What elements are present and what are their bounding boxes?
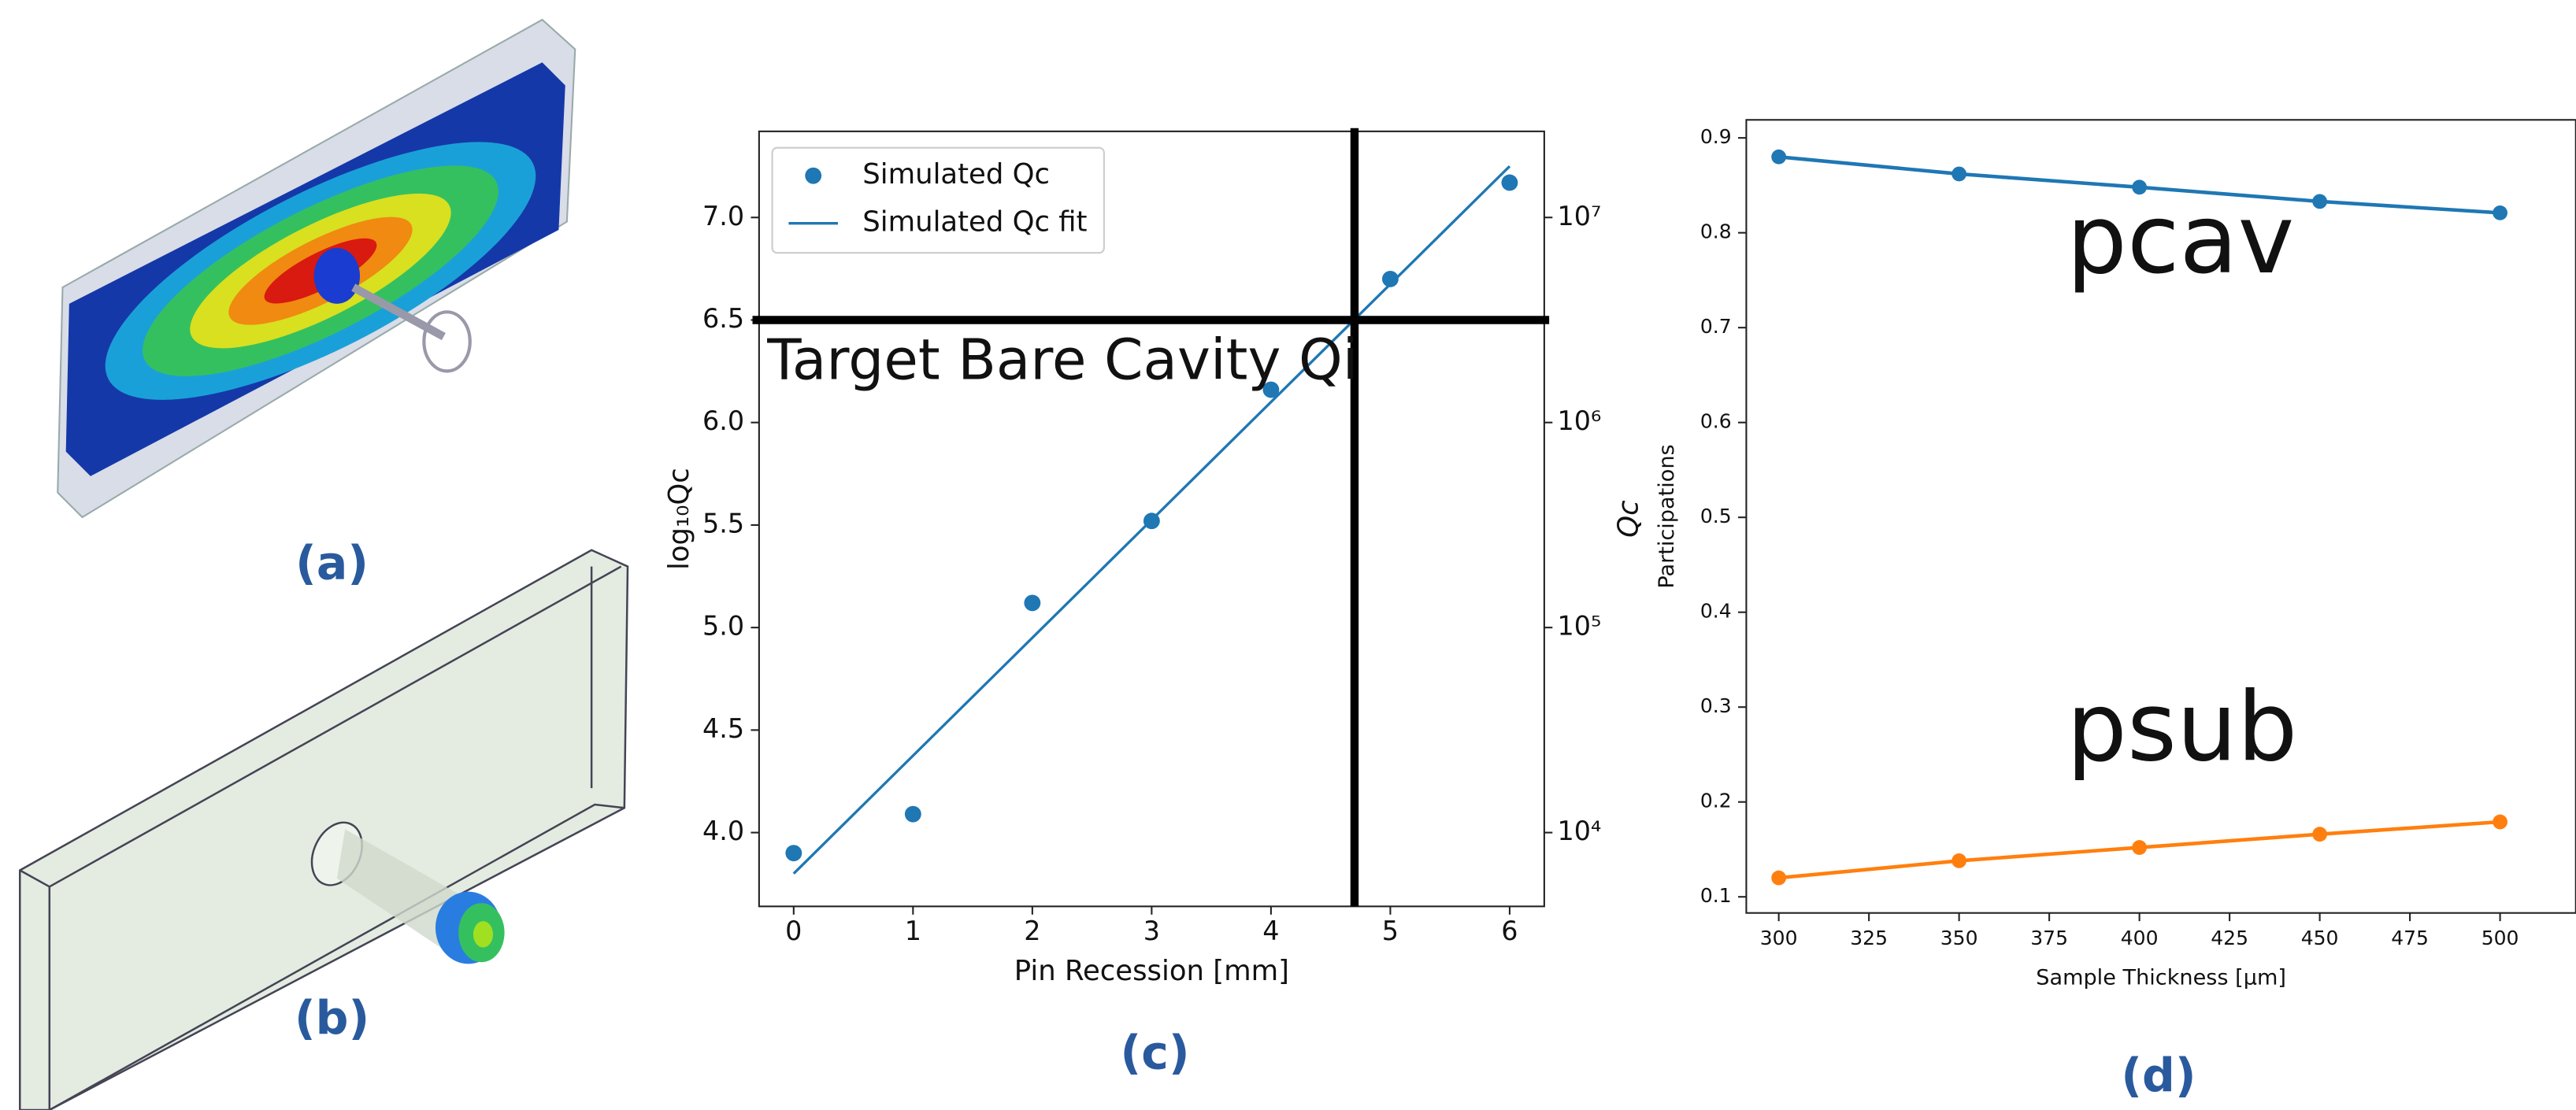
y-tick-label: 0.4 xyxy=(1700,600,1732,623)
x-tick-label: 375 xyxy=(2030,927,2068,949)
data-point xyxy=(1501,174,1518,191)
x-tick-label: 2 xyxy=(1024,916,1040,946)
y2-tick-label: 10⁶ xyxy=(1558,405,1602,436)
legend-label: Simulated Qc fit xyxy=(862,206,1087,239)
y2-tick-label: 10⁴ xyxy=(1558,816,1602,846)
x-axis-label: Sample Thickness [μm] xyxy=(2036,966,2286,990)
data-point xyxy=(1262,381,1280,398)
data-point xyxy=(2493,814,2507,830)
y2-tick-label: 10⁷ xyxy=(1558,201,1602,231)
y-tick-label: 4.5 xyxy=(702,713,744,744)
y-tick-label: 0.2 xyxy=(1700,790,1732,812)
data-point xyxy=(1771,149,1787,165)
y-tick-label: 4.0 xyxy=(702,816,744,846)
simulation-image-a xyxy=(57,18,576,519)
x-tick-label: 450 xyxy=(2301,927,2339,949)
y2-tick-label: 10⁵ xyxy=(1558,611,1602,642)
series-label: psub xyxy=(2066,672,2297,783)
y-tick-label: 0.6 xyxy=(1700,410,1732,433)
legend-label: Simulated Qc xyxy=(862,158,1050,191)
panel-label: (c) xyxy=(1121,1026,1190,1079)
y-tick-label: 0.9 xyxy=(1700,125,1732,148)
y-tick-label: 0.3 xyxy=(1700,694,1732,717)
data-point xyxy=(1771,870,1787,886)
legend-swatch xyxy=(805,167,822,184)
x-tick-label: 1 xyxy=(905,916,921,946)
x-tick-label: 500 xyxy=(2481,927,2519,949)
y-tick-label: 5.0 xyxy=(702,611,744,642)
y-tick-label: 0.1 xyxy=(1700,884,1732,907)
x-tick-label: 325 xyxy=(1850,927,1888,949)
panel-label: (d) xyxy=(2121,1049,2196,1102)
legend-box xyxy=(771,146,1105,254)
data-point xyxy=(1951,853,1967,868)
y-tick-label: 5.5 xyxy=(702,508,744,538)
x-axis-label: Pin Recession [mm] xyxy=(1014,955,1289,987)
x-tick-label: 400 xyxy=(2121,927,2159,949)
data-point xyxy=(1381,270,1399,287)
x-tick-label: 5 xyxy=(1382,916,1399,946)
y-tick-label: 6.0 xyxy=(702,405,744,436)
x-tick-label: 475 xyxy=(2391,927,2429,949)
panel-label: (b) xyxy=(295,991,369,1045)
data-point xyxy=(2132,840,2148,855)
x-tick-label: 300 xyxy=(1760,927,1798,949)
y-axis-label: Participations xyxy=(1655,444,1679,588)
data-point xyxy=(1951,166,1967,182)
data-point xyxy=(2312,827,2327,842)
data-point xyxy=(904,805,921,823)
annotation: Target Bare Cavity Qi xyxy=(766,327,1358,392)
series-label: pcav xyxy=(2066,184,2294,295)
y-tick-label: 0.7 xyxy=(1700,315,1732,338)
data-point xyxy=(2132,179,2148,195)
y-tick-label: 6.5 xyxy=(702,303,744,334)
y-tick-label: 0.8 xyxy=(1700,220,1732,243)
data-point xyxy=(1024,594,1041,612)
x-tick-label: 0 xyxy=(785,916,802,946)
x-tick-label: 4 xyxy=(1262,916,1279,946)
fit-line xyxy=(792,165,1511,875)
y-tick-label: 0.5 xyxy=(1700,505,1732,527)
x-tick-label: 3 xyxy=(1143,916,1160,946)
y-axis-label: log₁₀Qc xyxy=(663,468,695,570)
geometry-image-b xyxy=(19,549,629,1110)
data-point xyxy=(785,845,802,862)
x-tick-label: 350 xyxy=(1940,927,1978,949)
y2-axis-label: Qc xyxy=(1612,500,1644,537)
y-tick-label: 7.0 xyxy=(702,201,744,231)
x-tick-label: 6 xyxy=(1501,916,1518,946)
x-tick-label: 425 xyxy=(2211,927,2248,949)
data-point xyxy=(2312,194,2327,209)
data-point xyxy=(2493,205,2507,220)
panel-label: (a) xyxy=(295,537,369,590)
